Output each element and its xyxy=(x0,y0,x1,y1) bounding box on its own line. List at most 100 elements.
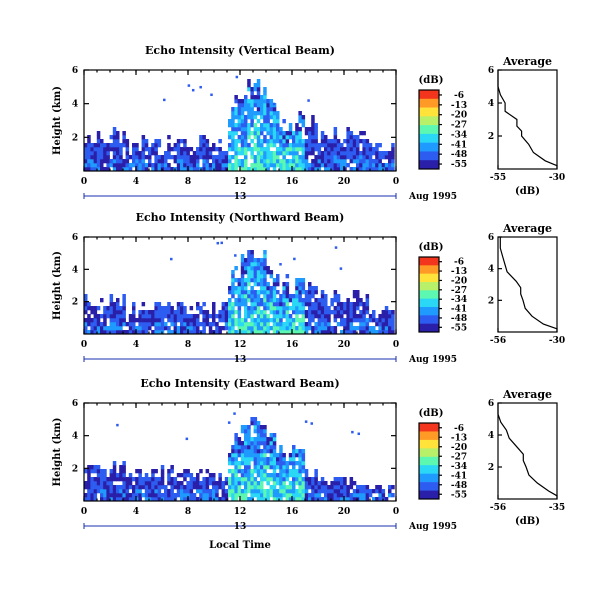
heatmap-cell xyxy=(282,143,286,148)
heatmap-cell xyxy=(333,167,338,172)
heatmap-cell xyxy=(183,147,187,152)
heatmap-cell xyxy=(340,318,344,323)
heatmap-cell xyxy=(285,485,290,490)
heatmap-cell xyxy=(317,330,322,335)
heatmap-cell xyxy=(282,282,286,287)
heatmap-cell xyxy=(327,485,331,490)
heatmap-cell xyxy=(285,282,290,287)
heatmap-cell xyxy=(288,135,293,140)
heatmap-cell xyxy=(119,318,123,323)
heatmap-cell xyxy=(106,330,110,335)
heatmap-cell xyxy=(269,465,274,470)
heatmap-cell xyxy=(116,167,120,172)
heatmap-cell xyxy=(324,326,328,331)
heatmap-cell xyxy=(384,163,389,168)
heatmap-cell xyxy=(263,151,267,156)
heatmap-cell xyxy=(151,493,155,498)
heatmap-cell xyxy=(253,143,258,148)
heatmap-cell xyxy=(285,326,290,331)
heatmap-cell xyxy=(314,123,318,128)
heatmap-cell xyxy=(272,461,277,466)
heatmap-cell xyxy=(263,111,267,116)
heatmap-cell xyxy=(247,322,251,327)
heatmap-cell xyxy=(292,481,296,486)
heatmap-cell xyxy=(356,302,360,307)
heatmap-cell xyxy=(330,159,334,164)
heatmap-cell xyxy=(365,302,370,307)
heatmap-cell xyxy=(333,131,338,136)
heatmap-cell xyxy=(93,318,98,323)
heatmap-cell xyxy=(138,314,142,319)
heatmap-cell xyxy=(269,433,274,438)
heatmap-speck xyxy=(163,98,166,102)
heatmap-cell xyxy=(199,147,203,152)
heatmap-cell xyxy=(237,314,242,319)
heatmap-cell xyxy=(128,314,133,319)
heatmap-cell xyxy=(314,139,318,144)
heatmap-cell xyxy=(311,481,315,486)
heatmap-cell xyxy=(148,310,152,315)
heatmap-cell xyxy=(260,127,264,132)
heatmap-cell xyxy=(250,489,254,494)
heatmap-cell xyxy=(365,159,370,164)
y-tick-label: 4 xyxy=(72,100,78,110)
heatmap-cell xyxy=(122,318,126,323)
profile-title: Average xyxy=(502,388,552,401)
heatmap-cell xyxy=(234,286,238,291)
heatmap-cell xyxy=(365,493,370,498)
heatmap-cell xyxy=(276,473,280,478)
heatmap-cell xyxy=(301,119,306,124)
heatmap-cell xyxy=(228,298,232,303)
heatmap-cell xyxy=(263,139,267,144)
date-day-label: 13 xyxy=(234,522,247,532)
heatmap-cell xyxy=(381,151,386,156)
x-tick-label: 0 xyxy=(393,177,399,187)
heatmap-cell xyxy=(132,485,136,490)
heatmap-cell xyxy=(237,107,242,112)
heatmap-cell xyxy=(304,163,309,168)
heatmap-speck xyxy=(220,241,223,245)
heatmap-cell xyxy=(250,445,254,450)
heatmap-cell xyxy=(260,131,264,136)
heatmap-cell xyxy=(279,453,283,458)
heatmap-cell xyxy=(324,330,328,335)
heatmap-cell xyxy=(109,159,114,164)
heatmap-cell xyxy=(157,489,162,494)
heatmap-cell xyxy=(135,318,139,323)
heatmap-cell xyxy=(320,159,325,164)
heatmap-cell xyxy=(276,119,280,124)
profile-x-axis-label: (dB) xyxy=(515,186,540,197)
heatmap-cell xyxy=(301,322,306,327)
heatmap-cell xyxy=(327,306,331,311)
heatmap-cell xyxy=(340,477,344,482)
heatmap-cell xyxy=(356,147,360,152)
heatmap-cell xyxy=(250,274,254,279)
heatmap-cell xyxy=(234,433,238,438)
x-tick-label: 12 xyxy=(234,340,247,350)
heatmap-cell xyxy=(263,318,267,323)
heatmap-cell xyxy=(119,469,123,474)
colorbar-swatch xyxy=(419,98,439,108)
heatmap-cell xyxy=(317,155,322,160)
heatmap-cell xyxy=(288,123,293,128)
heatmap-cell xyxy=(119,477,123,482)
x-tick-label: 16 xyxy=(286,177,299,187)
heatmap-cell xyxy=(196,306,200,311)
heatmap-cell xyxy=(183,310,187,315)
heatmap-cell xyxy=(304,481,309,486)
heatmap-cell xyxy=(186,314,190,319)
heatmap-cell xyxy=(250,302,254,307)
heatmap-speck xyxy=(357,432,361,436)
heatmap-cell xyxy=(125,159,130,164)
heatmap-cell xyxy=(368,493,373,498)
heatmap-cell xyxy=(362,302,366,307)
heatmap-cell xyxy=(221,493,226,498)
heatmap-cell xyxy=(106,159,110,164)
heatmap-cell xyxy=(100,469,104,474)
heatmap-cell xyxy=(109,163,114,168)
heatmap-speck xyxy=(216,241,220,245)
heatmap-cell xyxy=(269,445,274,450)
heatmap-cell xyxy=(256,278,261,283)
heatmap-cell xyxy=(103,477,107,482)
heatmap-cell xyxy=(122,294,126,299)
